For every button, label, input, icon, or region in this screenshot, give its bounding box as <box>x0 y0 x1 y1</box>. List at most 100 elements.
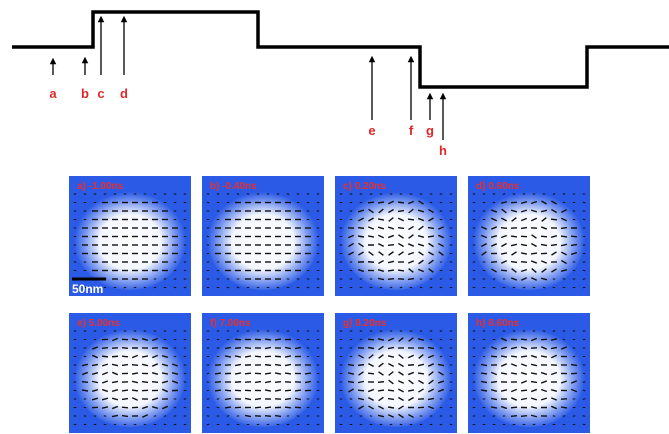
spin-vector <box>255 382 261 383</box>
spin-vector <box>531 373 537 374</box>
spin-vector <box>102 348 108 349</box>
spin-vector <box>227 416 229 417</box>
spin-vector <box>84 399 86 400</box>
spin-vector <box>491 262 497 263</box>
spin-vector <box>275 339 281 340</box>
spin-vector <box>573 339 575 340</box>
spin-vector <box>350 262 352 263</box>
spin-vector <box>440 356 442 357</box>
spin-vector <box>317 202 319 203</box>
spin-vector <box>583 399 585 400</box>
spin-vector <box>368 347 374 348</box>
spin-vector <box>154 416 156 417</box>
spin-vector <box>563 279 565 280</box>
snapshot-panel: c) 0.20ns <box>335 176 457 296</box>
spin-vector <box>122 356 128 357</box>
spin-vector <box>237 194 239 195</box>
spin-vector <box>74 194 76 195</box>
spin-vector <box>483 202 485 203</box>
spin-vector <box>122 390 128 391</box>
spin-vector <box>122 416 128 417</box>
spin-vector <box>388 399 394 400</box>
spin-vector <box>124 287 126 288</box>
spin-vector <box>207 202 209 203</box>
spin-vector <box>225 399 231 400</box>
spin-vector <box>501 270 507 271</box>
spin-vector <box>225 390 231 391</box>
spin-vector <box>430 279 432 280</box>
spin-vector <box>481 373 487 374</box>
spin-vector <box>217 262 219 263</box>
spin-vector <box>420 287 422 288</box>
marker-label: c <box>97 86 104 101</box>
spin-vector <box>531 382 537 383</box>
spin-vector <box>493 331 495 332</box>
spin-vector <box>317 236 319 237</box>
skyrmion-core <box>207 190 319 290</box>
spin-vector <box>237 287 239 288</box>
spin-vector <box>207 416 209 417</box>
spin-vector <box>408 219 414 220</box>
spin-vector <box>521 228 527 229</box>
spin-vector <box>265 365 271 366</box>
spin-vector <box>340 219 342 220</box>
figure: abcdefgh a) -1.00ns50nmb) -0.40nsc) 0.20… <box>0 0 669 434</box>
spin-vector <box>340 339 342 340</box>
spin-vector <box>285 399 291 400</box>
spin-vector <box>104 331 106 332</box>
spin-vector <box>360 279 362 280</box>
spin-vector <box>551 245 557 246</box>
marker-label: a <box>49 86 57 101</box>
spin-vector <box>184 373 186 374</box>
panel-label: g) 8.20ns <box>343 318 387 329</box>
spin-vector <box>440 424 442 425</box>
marker-label: g <box>426 123 434 138</box>
spin-vector <box>440 339 442 340</box>
spin-vector <box>174 407 176 408</box>
spin-vector <box>217 270 219 271</box>
spin-vector <box>388 270 394 271</box>
spin-vector <box>215 390 221 391</box>
spin-vector <box>483 194 485 195</box>
spin-vector <box>307 356 309 357</box>
spin-vector <box>215 382 221 383</box>
spin-vector <box>491 382 497 383</box>
spin-vector <box>358 236 364 237</box>
spin-vector <box>543 287 545 288</box>
spin-vector <box>398 270 404 271</box>
spin-vector <box>533 424 535 425</box>
spin-vector <box>571 245 577 246</box>
spin-vector <box>114 331 116 332</box>
spin-vector <box>450 331 452 332</box>
spin-vector <box>207 407 209 408</box>
spin-vector <box>491 356 497 357</box>
spin-vector <box>265 407 271 408</box>
spin-vector <box>473 382 475 383</box>
spin-vector <box>267 424 269 425</box>
spin-vector <box>521 356 527 357</box>
spin-vector <box>174 270 176 271</box>
spin-vector <box>378 390 384 391</box>
spin-vector <box>84 262 86 263</box>
spin-vector <box>255 399 261 400</box>
spin-vector <box>184 270 186 271</box>
spin-vector <box>305 373 311 374</box>
spin-vector <box>74 211 76 212</box>
spin-vector <box>450 365 452 366</box>
spin-vector <box>122 407 128 408</box>
spin-vector <box>235 339 241 340</box>
spin-vector <box>501 228 507 229</box>
spin-vector <box>217 211 219 212</box>
spin-vector <box>390 287 392 288</box>
spin-vector <box>398 202 404 203</box>
spin-vector <box>388 390 394 391</box>
spin-vector <box>174 202 176 203</box>
spin-vector <box>122 399 128 400</box>
spin-vector <box>350 416 352 417</box>
spin-vector <box>134 331 136 332</box>
spin-vector <box>350 211 352 212</box>
spin-vector <box>511 356 517 357</box>
spin-vector <box>142 382 148 383</box>
spin-vector <box>74 373 76 374</box>
